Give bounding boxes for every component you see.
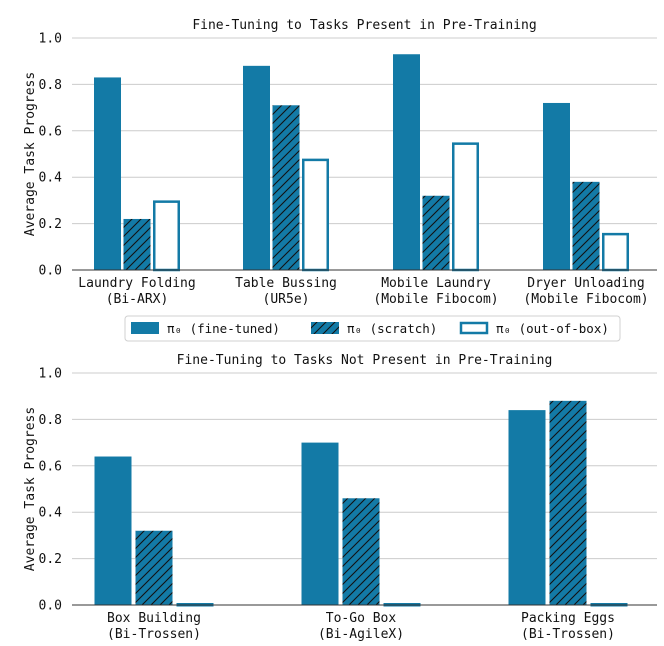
legend: π₀ (fine-tuned) π₀ (scratch) π₀ (out-of-bo… (124, 315, 621, 342)
bar-hatched-1 (135, 530, 173, 605)
y-tick-label: 0.6 (39, 459, 62, 474)
y-tick-label: 0.4 (39, 171, 63, 186)
legend-swatch-outline (459, 321, 489, 335)
y-tick-label: 1.0 (39, 32, 62, 47)
x-category-label: Box Building (107, 611, 201, 626)
bar-hatched-2 (342, 498, 380, 605)
bar-hatched-2 (272, 105, 300, 270)
bar-solid-2 (243, 65, 270, 270)
chart-not-pretraining: Fine-Tuning to Tasks Not Present in Pre-… (23, 353, 657, 642)
y-tick-label: 0.4 (39, 506, 63, 521)
y-axis-label: Average Task Progress (23, 407, 38, 571)
x-category-label: Packing Eggs (521, 611, 615, 626)
x-category-label: (Mobile Fibocom) (523, 292, 648, 307)
legend-label: π₀ (out-of-box) (496, 321, 609, 336)
bar-outline-1 (153, 200, 180, 272)
y-tick-label: 0.2 (39, 217, 62, 232)
bar-hatched-4 (572, 181, 600, 270)
legend-box (124, 315, 621, 342)
legend-label: π₀ (scratch) (347, 321, 437, 336)
chart-title: Fine-Tuning to Tasks Present in Pre-Trai… (192, 18, 536, 33)
bar-hatched-1 (123, 218, 151, 270)
y-tick-label: 0.2 (39, 552, 62, 567)
y-tick-label: 0.0 (39, 264, 62, 279)
bar-solid-4 (543, 102, 570, 271)
legend-swatch-hatched (311, 322, 339, 334)
x-category-label: (Bi-Trossen) (107, 627, 201, 642)
bar-hatched-3 (422, 195, 450, 270)
x-category-label: Laundry Folding (78, 276, 195, 291)
bar-solid-1 (94, 77, 121, 270)
x-category-label: (Bi-ARX) (106, 292, 169, 307)
x-category-label: (UR5e) (263, 292, 310, 307)
bar-solid-3 (393, 54, 420, 270)
bar-outline-3 (452, 142, 479, 272)
chart-pretraining: Fine-Tuning to Tasks Present in Pre-Trai… (23, 18, 657, 307)
x-category-label: (Bi-Trossen) (521, 627, 615, 642)
y-axis-label: Average Task Progress (23, 72, 38, 236)
x-category-label: Table Bussing (235, 276, 337, 291)
y-tick-label: 0.6 (39, 124, 62, 139)
y-tick-label: 0.8 (39, 413, 62, 428)
y-tick-label: 1.0 (39, 367, 62, 382)
x-category-label: (Bi-AgileX) (318, 627, 404, 642)
bar-hatched-3 (549, 400, 587, 605)
x-category-label: To-Go Box (326, 611, 397, 626)
x-category-label: Dryer Unloading (527, 276, 644, 291)
chart-title: Fine-Tuning to Tasks Not Present in Pre-… (177, 353, 553, 368)
bar-solid-2 (301, 442, 339, 605)
legend-label: π₀ (fine-tuned) (167, 321, 280, 336)
bar-outline-4 (602, 232, 629, 272)
x-category-label: Mobile Laundry (381, 276, 491, 291)
bar-outline-2 (302, 158, 329, 272)
x-category-label: (Mobile Fibocom) (373, 292, 498, 307)
bar-solid-1 (94, 456, 132, 605)
bar-solid-3 (508, 410, 546, 605)
y-tick-label: 0.8 (39, 78, 62, 93)
y-tick-label: 0.0 (39, 599, 62, 614)
legend-swatch-solid (131, 322, 159, 334)
